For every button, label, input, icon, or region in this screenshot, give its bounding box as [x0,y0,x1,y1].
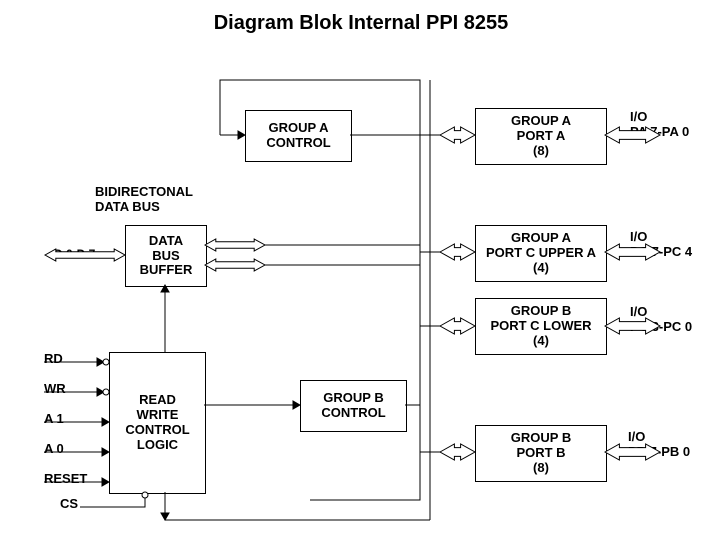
block-group-b-port-c-lower: GROUP B PORT C LOWER (4) [475,298,607,355]
diagram-title: Diagram Blok Internal PPI 8255 [176,12,546,35]
label-io-pc30: I/O PC 3-PC 0 [630,305,692,335]
cs-to-rwlogic [80,498,145,507]
grpbctrl-to-portb [440,444,475,460]
diagram-stage: { "title": { "text": "Diagram Blok Inter… [0,0,720,540]
databus-to-bus-b [205,259,265,271]
label-d0-d7: D 0-D 7 [54,248,95,262]
label-bidirectional-data-bus: BIDIRECTONAL DATA BUS [95,185,193,215]
label-io-pb: I/O PB 7-PB 0 [628,430,690,460]
bus-to-portclower [440,318,475,334]
block-group-b-control: GROUP B CONTROL [300,380,407,432]
block-group-a-port-a: GROUP A PORT A (8) [475,108,607,165]
label-reset: RESET [44,472,87,487]
label-a1: A 1 [44,412,64,427]
block-group-a-control: GROUP A CONTROL [245,110,352,162]
connector-overlay [0,0,720,540]
block-read-write-control-logic: READ WRITE CONTROL LOGIC [109,352,206,494]
label-io-pa: I/O PA 7-PA 0 [630,110,689,140]
block-data-bus-buffer: DATA BUS BUFFER [125,225,207,287]
grpactrl-to-porta [440,127,475,143]
label-rd: RD [44,352,63,367]
label-cs: CS [60,497,78,512]
databus-to-bus-a [205,239,265,251]
label-wr: WR [44,382,66,397]
label-a0: A 0 [44,442,64,457]
block-group-b-port-b: GROUP B PORT B (8) [475,425,607,482]
block-group-a-port-c-upper: GROUP A PORT C UPPER A (4) [475,225,607,282]
bus-to-portcupper [440,244,475,260]
label-io-pc74: I/O PC 7-PC 4 [630,230,692,260]
